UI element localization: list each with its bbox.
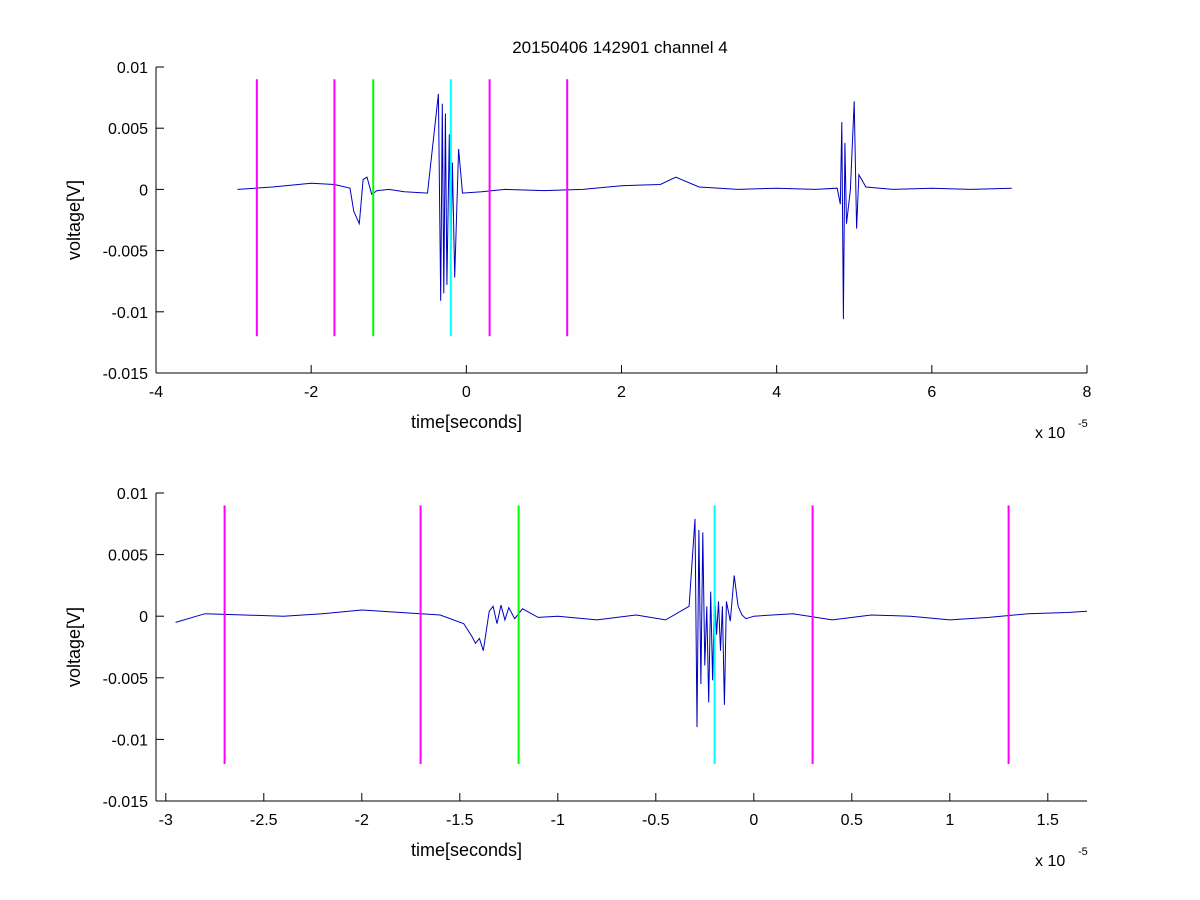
figure-title: 20150406 142901 channel 4 [512,38,728,57]
x-tick-label: 1 [945,812,954,829]
y-tick-label: 0.01 [117,60,148,77]
x-axis-label: time[seconds] [411,412,522,432]
x-tick-label: -0.5 [642,812,670,829]
x-tick-label: -2 [355,812,369,829]
y-tick-label: -0.01 [112,305,149,322]
y-tick-label: -0.005 [103,244,148,261]
x-multiplier-exponent: -5 [1078,846,1088,858]
bottom-chart: -3 -2.5 -2 -1.5 -1 -0.5 0 0.5 1 1.5 -0.015 -0.01 -0.… [64,486,1088,870]
x-axis-label: time[seconds] [411,840,522,860]
signal-trace [237,93,1012,320]
x-tick-label: -4 [149,384,163,401]
x-tick-label: -2.5 [250,812,278,829]
y-tick-label: 0.005 [108,548,148,565]
x-tick-label: 8 [1083,384,1092,401]
y-tick-label: -0.015 [103,366,148,383]
x-tick-label: 6 [927,384,936,401]
y-tick-label: 0.005 [108,121,148,138]
x-tick-label: -2 [304,384,318,401]
signal-trace [175,518,1088,728]
y-axis-label: voltage[V] [64,180,84,260]
y-tick-label: -0.015 [103,794,148,811]
y-tick-label: 0 [139,609,148,626]
y-axis-label: voltage[V] [64,607,84,687]
y-tick-label: 0 [139,182,148,199]
y-tick-label: -0.005 [103,671,148,688]
x-tick-label: -3 [159,812,173,829]
y-tick-label: 0.01 [117,486,148,503]
x-tick-label: 0 [749,812,758,829]
x-tick-label: 1.5 [1037,812,1059,829]
top-chart: -4 -2 0 2 4 6 8 -0.015 -0.01 -0.005 0 0.005 0.01 time… [64,60,1092,442]
y-tick-label: -0.01 [112,732,149,749]
x-tick-label: 2 [617,384,626,401]
x-tick-label: -1 [551,812,565,829]
x-tick-label: 0.5 [841,812,863,829]
x-tick-label: -1.5 [446,812,474,829]
x-multiplier-label: x 10 [1035,425,1065,442]
x-tick-label: 4 [772,384,781,401]
x-multiplier-label: x 10 [1035,853,1065,870]
x-multiplier-exponent: -5 [1078,418,1088,430]
x-tick-label: 0 [462,384,471,401]
